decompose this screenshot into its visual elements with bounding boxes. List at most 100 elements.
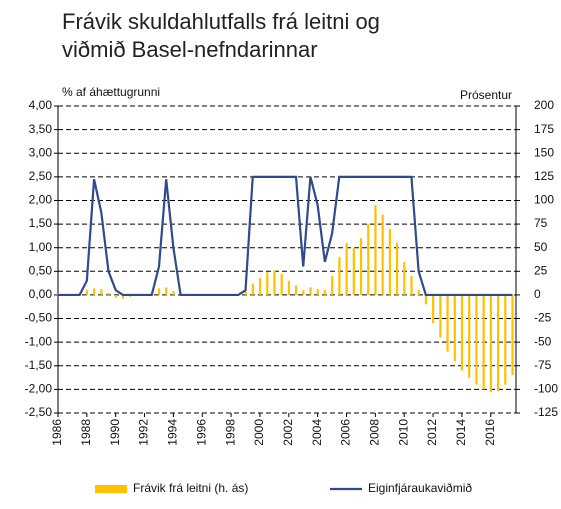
bar	[114, 294, 117, 298]
bar	[280, 274, 283, 295]
x-tick-label: 1998	[223, 419, 237, 446]
legend-swatch	[95, 485, 127, 493]
bar	[309, 287, 312, 295]
bar	[352, 247, 355, 295]
x-tick-label: 2014	[454, 419, 468, 446]
y-tick-label: -1,00	[25, 334, 53, 348]
y2-tick-label: 0	[534, 287, 541, 301]
y-tick-label: -2,50	[25, 405, 53, 419]
y-tick-label: -0,50	[25, 311, 53, 325]
bar	[165, 287, 168, 295]
bar	[258, 277, 262, 295]
bar	[475, 294, 478, 385]
y-tick-label: 1,00	[29, 240, 53, 254]
y2-tick-label: -50	[534, 334, 552, 348]
y-tick-label: -1,50	[25, 358, 53, 372]
x-tick-label: 2010	[396, 419, 410, 446]
bar	[345, 242, 348, 295]
bar	[403, 261, 406, 295]
legend-label: Frávik frá leitni (h. ás)	[133, 481, 248, 495]
bar	[266, 272, 269, 295]
bar	[287, 280, 291, 295]
bar	[468, 294, 471, 379]
y2-tick-label: -25	[534, 311, 552, 325]
line	[58, 175, 513, 297]
x-tick-label: 1986	[50, 419, 64, 446]
x-tick-label: 1994	[166, 419, 180, 446]
bar	[388, 228, 391, 295]
bar	[85, 290, 89, 295]
bar	[482, 294, 485, 390]
x-tick-label: 2016	[483, 419, 497, 446]
y-tick-label: 0,50	[29, 263, 53, 277]
y2-axis-label: Prósentur	[460, 88, 512, 102]
x-tick-label: 1990	[108, 419, 122, 446]
x-tick-label: 1996	[194, 419, 208, 446]
bar	[395, 242, 399, 295]
bar	[157, 288, 161, 295]
y-tick-label: 1,50	[29, 216, 53, 230]
y2-tick-label: 175	[534, 122, 554, 136]
bar	[453, 294, 456, 362]
bar	[295, 285, 298, 295]
x-tick-label: 2012	[425, 419, 439, 446]
x-tick-label: 2000	[252, 419, 266, 446]
bar	[374, 205, 377, 295]
bar	[107, 293, 110, 295]
y2-tick-label: -125	[534, 405, 558, 419]
bar	[496, 294, 500, 392]
bar	[432, 294, 435, 324]
y2-tick-label: -75	[534, 358, 552, 372]
bar	[446, 294, 449, 352]
bar	[489, 294, 492, 393]
y2-tick-label: 25	[534, 263, 548, 277]
bar	[244, 290, 247, 295]
bar	[302, 290, 305, 295]
x-tick-label: 1988	[79, 419, 93, 446]
bar	[417, 290, 420, 295]
bar	[439, 294, 442, 338]
y2-tick-label: 125	[534, 169, 554, 183]
legend-label: Eiginfjáraukaviðmið	[368, 481, 472, 495]
bar	[460, 294, 464, 371]
y-tick-label: 0,00	[29, 287, 53, 301]
x-tick-label: 2002	[281, 419, 295, 446]
y2-tick-label: -100	[534, 382, 558, 396]
y-tick-label: 4,00	[29, 98, 53, 112]
y-tick-label: 2,50	[29, 169, 53, 183]
bar	[273, 270, 276, 295]
bar	[359, 238, 363, 295]
bar	[424, 294, 428, 305]
bar	[511, 294, 514, 376]
bar	[504, 294, 507, 385]
bar	[251, 283, 254, 295]
y-tick-label: 3,00	[29, 145, 53, 159]
bar	[172, 291, 175, 295]
bar	[316, 289, 319, 295]
y2-tick-label: 50	[534, 240, 548, 254]
y-tick-label: 2,00	[29, 193, 53, 207]
bar	[331, 276, 334, 295]
y2-tick-label: 150	[534, 145, 554, 159]
bar	[93, 288, 96, 295]
bar	[121, 294, 125, 299]
y-axis-label: % af áhættugrunni	[62, 85, 160, 99]
bar	[381, 214, 384, 295]
bar	[367, 224, 370, 295]
x-tick-label: 1992	[137, 419, 151, 446]
bar	[323, 290, 327, 295]
y2-tick-label: 100	[534, 193, 554, 207]
bar	[410, 276, 413, 295]
chart-title: Frávik skuldahlutfalls frá leitni og við…	[62, 9, 380, 62]
y2-tick-label: 200	[534, 98, 554, 112]
bar	[100, 289, 103, 295]
x-tick-label: 2008	[368, 419, 382, 446]
bar	[338, 257, 341, 295]
x-tick-label: 2004	[310, 419, 324, 446]
y2-tick-label: 75	[534, 216, 548, 230]
y-tick-label: 3,50	[29, 122, 53, 136]
x-tick-label: 2006	[339, 419, 353, 446]
y-tick-label: -2,00	[25, 382, 53, 396]
